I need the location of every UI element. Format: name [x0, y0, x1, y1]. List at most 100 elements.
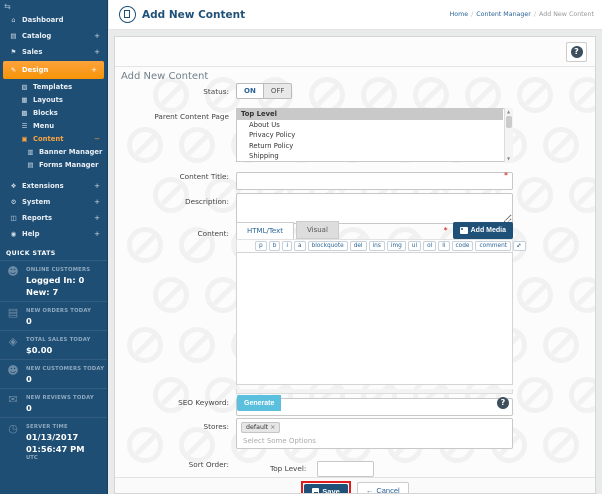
description-textarea[interactable] — [236, 193, 513, 224]
stores-label: Stores: — [203, 422, 229, 431]
collapse-sidebar-icon[interactable]: ⇆ — [4, 2, 11, 11]
sidebar-item-templates[interactable]: ▧ Templates — [0, 80, 107, 93]
toolbar-code-button[interactable]: code — [451, 241, 474, 251]
quick-stat-label: SERVER TIME — [26, 424, 68, 431]
sidebar-item-sales[interactable]: ⚑ Sales + — [0, 44, 107, 60]
toolbar-li-button[interactable]: li — [438, 241, 450, 251]
scroll-down-icon[interactable]: ▼ — [507, 156, 511, 161]
sidebar-item-extensions[interactable]: ❖ Extensions + — [0, 178, 107, 194]
sidebar-item-label: Menu — [33, 121, 55, 130]
toolbar-del-button[interactable]: del — [349, 241, 367, 251]
add-media-button[interactable]: Add Media — [452, 222, 513, 239]
sidebar-item-catalog[interactable]: ▤ Catalog + — [0, 28, 107, 44]
sidebar-item-design[interactable]: ✎ Design + — [3, 61, 104, 79]
quick-stat-value: New: 7 — [26, 287, 59, 298]
comment-icon: ✉ — [8, 393, 18, 407]
sidebar-item-forms-manager[interactable]: ▤ Forms Manager — [0, 158, 107, 171]
parent-option-shipping[interactable]: Shipping — [249, 152, 279, 160]
list-scrollbar[interactable]: ▲ ▼ — [504, 108, 513, 162]
generate-button[interactable]: Generate — [237, 395, 282, 411]
stores-multiselect[interactable]: default × Select Some Options — [236, 418, 513, 449]
quick-stat-text: NEW CUSTOMERS TODAY 0 — [26, 364, 107, 385]
sidebar-item-label: Blocks — [33, 108, 58, 117]
stores-row: Stores: default × Select Some Options — [115, 418, 595, 449]
toolbar-b-button[interactable]: b — [268, 241, 281, 251]
parent-content-list[interactable]: Top Level About Us Privacy Policy Return Po… — [236, 108, 513, 162]
stores-placeholder: Select Some Options — [243, 437, 316, 445]
status-on-button[interactable]: ON — [236, 83, 264, 99]
content-page-icon — [119, 6, 136, 23]
toolbar-ins-button[interactable]: ins — [368, 241, 385, 251]
sidebar-item-content[interactable]: ▣ Content − — [0, 132, 107, 145]
sidebar-item-label: Reports — [22, 214, 53, 222]
quick-stats-title: QUICK STATS — [6, 250, 56, 257]
parent-row: Parent Content Page Top Level About Us Pri… — [115, 108, 595, 162]
scroll-thumb[interactable] — [506, 116, 512, 128]
status-off-button[interactable]: OFF — [263, 83, 293, 99]
breadcrumb-home[interactable]: Home — [449, 11, 469, 18]
content-editor-textarea[interactable] — [236, 252, 513, 385]
status-toggle: ON OFF — [236, 83, 513, 99]
tab-visual[interactable]: Visual — [296, 221, 339, 239]
toolbar-expand-icon[interactable]: ↔ — [513, 241, 526, 251]
parent-option-privacy-policy[interactable]: Privacy Policy — [249, 131, 296, 139]
quick-stat-text: ONLINE CUSTOMERS Logged In: 0 New: 7 — [26, 265, 107, 298]
sort-order-input[interactable] — [317, 460, 375, 477]
quick-stat-label: ONLINE CUSTOMERS — [26, 267, 91, 273]
store-tag[interactable]: default × — [241, 422, 281, 433]
breadcrumb-add-new-content: Add New Content — [539, 11, 594, 18]
toolbar-comment-button[interactable]: comment — [475, 241, 512, 251]
sidebar-item-label: Forms Manager — [39, 160, 99, 169]
quick-stat-label: NEW CUSTOMERS TODAY — [26, 366, 105, 373]
home-icon: ⌂ — [11, 16, 16, 24]
sidebar-item-menu[interactable]: ☰ Menu — [0, 119, 107, 132]
cancel-button[interactable]: ← Cancel — [356, 482, 409, 493]
help-button[interactable]: ? — [566, 42, 587, 62]
seo-help-icon[interactable]: ? — [497, 397, 509, 409]
main-area: Add New Content Home / Content Manager / Add… — [109, 0, 602, 494]
quick-stat-item: ◈ TOTAL SALES TODAY $0.00 — [0, 330, 107, 359]
page-title: Add New Content — [142, 8, 246, 21]
sidebar: ⇆ ⌂ Dashboard ▤ Catalog + ⚑ Sales + ✎ Design + ▧ Tem… — [0, 0, 108, 494]
parent-option-about-us[interactable]: About Us — [249, 120, 280, 129]
sidebar-item-label: Dashboard — [22, 16, 64, 24]
sidebar-item-layouts[interactable]: ▦ Layouts — [0, 93, 107, 106]
toolbar-ul-button[interactable]: ul — [407, 241, 422, 251]
breadcrumb-content-manager[interactable]: Content Manager — [476, 11, 531, 18]
sidebar-item-banner-manager[interactable]: ▥ Banner Manager — [0, 145, 107, 158]
quick-stat-label: NEW ORDERS TODAY — [26, 308, 92, 315]
sidebar-item-dashboard[interactable]: ⌂ Dashboard — [0, 12, 107, 28]
save-button[interactable]: Save — [304, 484, 348, 493]
toolbar-i-button[interactable]: i — [282, 241, 292, 251]
quick-stat-label: NEW REVIEWS TODAY — [26, 395, 94, 402]
quick-stats: ☻ ONLINE CUSTOMERS Logged In: 0 New: 7 ▤ NEW … — [0, 260, 107, 466]
sidebar-item-help[interactable]: ◉ Help + — [0, 226, 107, 242]
content-title-row: Content Title: * — [115, 168, 595, 190]
parent-option-return-policy[interactable]: Return Policy — [249, 141, 294, 150]
panel-toolbar: ? — [115, 37, 595, 67]
tab-html-text[interactable]: HTML/Text — [236, 222, 294, 239]
form-footer: Save ← Cancel — [115, 477, 595, 493]
sort-order-label: Sort Order: — [188, 460, 229, 469]
scroll-up-icon[interactable]: ▲ — [507, 109, 511, 114]
user-icon: ☻ — [7, 364, 19, 378]
quick-stat-value: 01:56:47 PM — [26, 444, 85, 455]
toolbar-p-button[interactable]: p — [255, 241, 267, 251]
toolbar-img-button[interactable]: img — [386, 241, 406, 251]
sidebar-item-reports[interactable]: ◫ Reports + — [0, 210, 107, 226]
sidebar-item-label: System — [22, 198, 51, 206]
toolbar-blockquote-button[interactable]: blockquote — [307, 241, 348, 251]
toolbar-ol-button[interactable]: ol — [423, 241, 437, 251]
sidebar-item-blocks[interactable]: ▩ Blocks — [0, 106, 107, 119]
sidebar-item-label: Design — [22, 66, 49, 74]
sidebar-item-system[interactable]: ⚙ System + — [0, 194, 107, 210]
menu-icon: ☰ — [21, 121, 28, 130]
breadcrumb: Home / Content Manager / Add New Content — [450, 11, 602, 18]
parent-option-top-level[interactable]: Top Level — [237, 109, 503, 120]
remove-tag-icon[interactable]: × — [270, 424, 276, 431]
content-title-input[interactable] — [236, 171, 513, 190]
forms-icon: ▤ — [27, 160, 34, 169]
seo-label: SEO Keyword: — [178, 398, 229, 407]
toolbar-a-button[interactable]: a — [294, 241, 306, 251]
